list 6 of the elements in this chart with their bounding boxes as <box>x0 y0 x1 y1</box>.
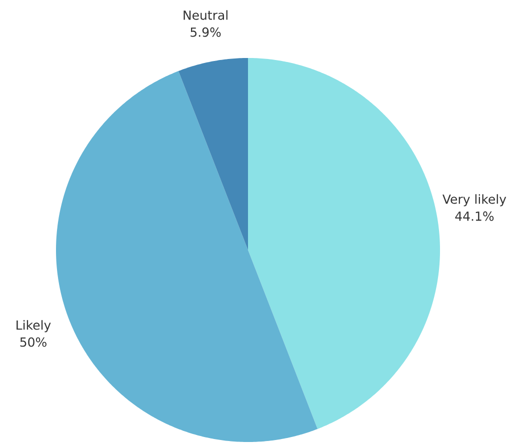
slice-label: Very likely <box>442 194 506 206</box>
slice-label: Likely <box>16 320 51 332</box>
slice-label: Neutral <box>184 10 228 20</box>
data-label: 5.9% <box>190 27 221 37</box>
data-label: 44.1% <box>455 211 494 221</box>
data-label: 50% <box>20 337 46 347</box>
